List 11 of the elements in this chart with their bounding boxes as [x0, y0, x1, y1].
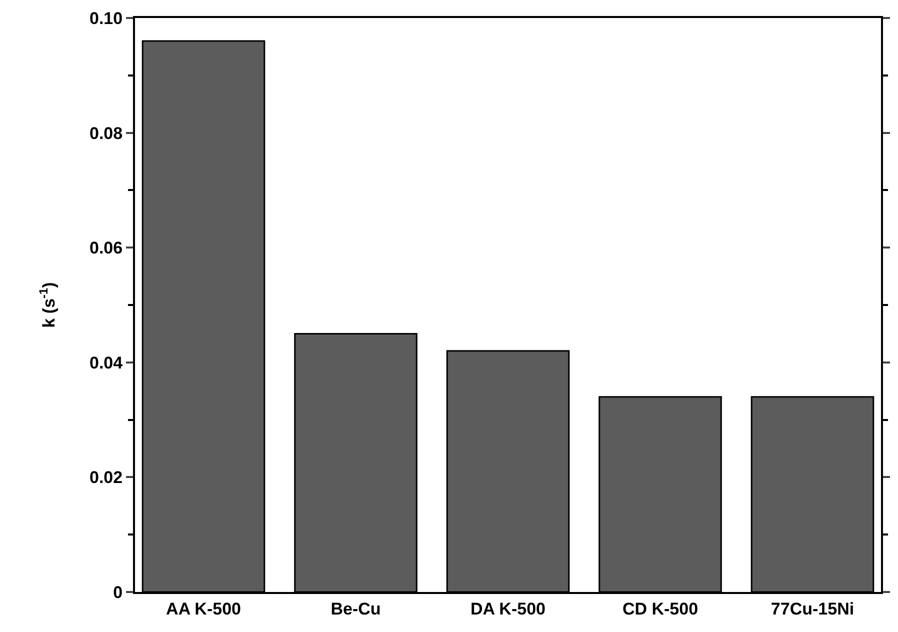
y-tick-label: 0 [113, 582, 123, 602]
y-tick-label: 0.04 [90, 353, 124, 372]
x-tick-label: CD K-500 [622, 599, 698, 618]
y-tick-label: 0.10 [90, 8, 123, 28]
y-tick-label: 0.02 [90, 468, 123, 488]
y-tick-label: 0.06 [90, 238, 123, 258]
x-tick-label: Be-Cu [330, 599, 381, 618]
x-tick-label: AA K-500 [166, 599, 241, 618]
x-tick-label: 77Cu-15Ni [770, 599, 854, 618]
y-tick-label: 0.08 [90, 124, 123, 143]
x-tick-label: DA K-500 [470, 599, 546, 618]
